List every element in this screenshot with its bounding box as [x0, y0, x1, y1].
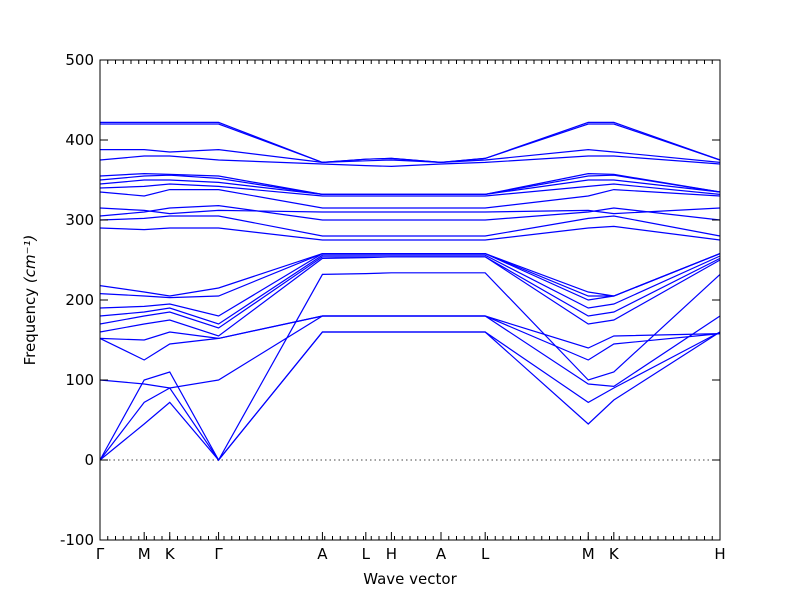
y-tick-label: 0: [84, 451, 94, 469]
y-tick-label: 500: [65, 51, 94, 69]
x-tick-label: Γ: [214, 545, 223, 563]
phonon-branch-3: [99, 272, 721, 462]
x-tick-label: Γ: [96, 545, 105, 563]
x-axis-label: Wave vector: [363, 570, 457, 588]
phonon-branch-13: [99, 225, 721, 241]
y-axis-label-main: Frequency: [21, 283, 39, 365]
phonon-branch-16: [99, 207, 721, 215]
x-tick-label: A: [436, 545, 447, 563]
y-tick-label: 200: [65, 291, 94, 309]
phonon-branch-12: [99, 253, 721, 297]
plot-frame: [99, 59, 721, 541]
phonon-branch-17: [99, 188, 721, 209]
phonon-branch-8: [99, 256, 721, 329]
y-tick-label: -100: [60, 531, 94, 549]
y-tick-label: 100: [65, 371, 94, 389]
x-tick-label: H: [714, 545, 725, 563]
y-tick-label: 400: [65, 131, 94, 149]
phonon-branch-14: [99, 215, 721, 237]
phonon-branch-22: [99, 155, 721, 168]
x-tick-label: M: [582, 545, 595, 563]
y-axis-label-unit: (cm⁻¹): [21, 235, 39, 284]
phonon-branch-2: [99, 331, 721, 462]
x-tick-label: K: [165, 545, 176, 563]
x-tick-label: L: [481, 545, 490, 563]
y-tick-label: 300: [65, 211, 94, 229]
x-tick-label: A: [317, 545, 328, 563]
phonon-branch-6: [99, 315, 721, 349]
x-tick-label: L: [362, 545, 371, 563]
y-axis-label: Frequency (cm⁻¹): [21, 235, 39, 366]
phonon-branch-21: [99, 172, 721, 195]
phonon-branch-23: [100, 148, 721, 164]
dispersion-curves: [99, 121, 721, 462]
phonon-branch-18: [99, 183, 721, 197]
phonon-branch-25: [100, 121, 721, 164]
x-tick-label: H: [386, 545, 397, 563]
phonon-branch-9: [99, 254, 721, 325]
x-tick-label: M: [138, 545, 151, 563]
x-tick-label: K: [609, 545, 620, 563]
